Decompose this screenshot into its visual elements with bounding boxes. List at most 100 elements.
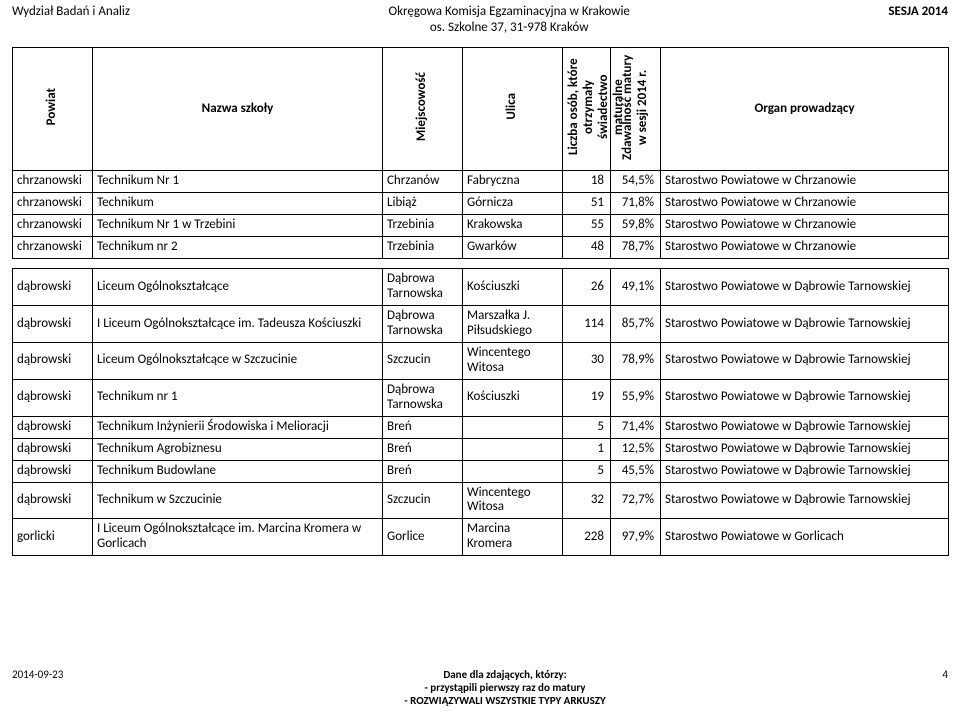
col-organ: Organ prowadzący: [661, 47, 949, 171]
table-row: chrzanowskiTechnikum Nr 1ChrzanówFabrycz…: [13, 171, 949, 193]
cell-ulica: Fabryczna: [463, 171, 563, 193]
cell-ulica: Górnicza: [463, 193, 563, 215]
cell-liczba: 1: [563, 438, 611, 460]
cell-miejsc: Szczucin: [383, 342, 463, 379]
table-row: [13, 259, 949, 269]
table-row: dąbrowskiTechnikum w SzczucinieSzczucinW…: [13, 482, 949, 519]
cell-nazwa: Technikum Budowlane: [93, 460, 383, 482]
cell-nazwa: Technikum Nr 1 w Trzebini: [93, 215, 383, 237]
cell-miejsc: Libiąż: [383, 193, 463, 215]
cell-miejsc: Breń: [383, 416, 463, 438]
cell-miejsc: Szczucin: [383, 482, 463, 519]
table-row: chrzanowskiTechnikumLibiążGórnicza5171,8…: [13, 193, 949, 215]
cell-nazwa: I Liceum Ogólnokształcące im. Tadeusza K…: [93, 306, 383, 343]
cell-ulica: Wincentego Witosa: [463, 342, 563, 379]
col-nazwa: Nazwa szkoły: [93, 47, 383, 171]
cell-nazwa: I Liceum Ogólnokształcące im. Marcina Kr…: [93, 519, 383, 556]
cell-organ: Starostwo Powiatowe w Chrzanowie: [661, 215, 949, 237]
cell-ulica: Marszałka J. Piłsudskiego: [463, 306, 563, 343]
cell-organ: Starostwo Powiatowe w Dąbrowie Tarnowski…: [661, 269, 949, 306]
cell-powiat: gorlicki: [13, 519, 93, 556]
table-row: chrzanowskiTechnikum nr 2TrzebiniaGwarkó…: [13, 237, 949, 259]
cell-nazwa: Liceum Ogólnokształcące: [93, 269, 383, 306]
cell-miejsc: Dąbrowa Tarnowska: [383, 306, 463, 343]
cell-nazwa: Technikum: [93, 193, 383, 215]
header-center: Okręgowa Komisja Egzaminacyjna w Krakowi…: [130, 4, 888, 37]
cell-liczba: 228: [563, 519, 611, 556]
spacer-cell: [13, 259, 949, 269]
header-left: Wydział Badań i Analiz: [12, 4, 130, 37]
cell-ulica: Kościuszki: [463, 379, 563, 416]
cell-organ: Starostwo Powiatowe w Dąbrowie Tarnowski…: [661, 416, 949, 438]
cell-ulica: Krakowska: [463, 215, 563, 237]
table-row: dąbrowskiLiceum Ogólnokształcące w Szczu…: [13, 342, 949, 379]
cell-organ: Starostwo Powiatowe w Dąbrowie Tarnowski…: [661, 379, 949, 416]
cell-liczba: 30: [563, 342, 611, 379]
cell-powiat: dąbrowski: [13, 342, 93, 379]
cell-ulica: Wincentego Witosa: [463, 482, 563, 519]
cell-powiat: chrzanowski: [13, 237, 93, 259]
header-center-line2: os. Szkolne 37, 31-978 Kraków: [130, 20, 888, 36]
cell-liczba: 5: [563, 460, 611, 482]
cell-zdaw: 55,9%: [611, 379, 661, 416]
footer-center: Dane dla zdających, którzy: - przystąpil…: [102, 668, 908, 707]
cell-liczba: 51: [563, 193, 611, 215]
page-footer: 2014-09-23 Dane dla zdających, którzy: -…: [12, 668, 948, 707]
cell-organ: Starostwo Powiatowe w Dąbrowie Tarnowski…: [661, 438, 949, 460]
cell-miejsc: Gorlice: [383, 519, 463, 556]
cell-organ: Starostwo Powiatowe w Chrzanowie: [661, 171, 949, 193]
cell-liczba: 26: [563, 269, 611, 306]
cell-zdaw: 78,9%: [611, 342, 661, 379]
cell-liczba: 114: [563, 306, 611, 343]
cell-nazwa: Technikum nr 2: [93, 237, 383, 259]
table-row: dąbrowskiLiceum OgólnokształcąceDąbrowa …: [13, 269, 949, 306]
table-row: dąbrowskiTechnikum nr 1Dąbrowa Tarnowska…: [13, 379, 949, 416]
footer-line1: Dane dla zdających, którzy:: [102, 668, 908, 681]
cell-miejsc: Trzebinia: [383, 237, 463, 259]
header-center-line1: Okręgowa Komisja Egzaminacyjna w Krakowi…: [130, 4, 888, 20]
cell-nazwa: Technikum Agrobiznesu: [93, 438, 383, 460]
cell-nazwa: Technikum Nr 1: [93, 171, 383, 193]
cell-powiat: dąbrowski: [13, 416, 93, 438]
table-body: chrzanowskiTechnikum Nr 1ChrzanówFabrycz…: [13, 171, 949, 556]
cell-organ: Starostwo Powiatowe w Gorlicach: [661, 519, 949, 556]
table-header-row: Powiat Nazwa szkoły Miejscowość Ulica Li…: [13, 47, 949, 171]
footer-date: 2014-09-23: [12, 668, 102, 707]
cell-zdaw: 78,7%: [611, 237, 661, 259]
cell-nazwa: Technikum Inżynierii Środowiska i Melior…: [93, 416, 383, 438]
cell-miejsc: Breń: [383, 438, 463, 460]
cell-miejsc: Dąbrowa Tarnowska: [383, 269, 463, 306]
cell-nazwa: Technikum nr 1: [93, 379, 383, 416]
cell-zdaw: 12,5%: [611, 438, 661, 460]
table-row: dąbrowskiTechnikum BudowlaneBreń545,5%St…: [13, 460, 949, 482]
cell-powiat: dąbrowski: [13, 269, 93, 306]
cell-ulica: Kościuszki: [463, 269, 563, 306]
cell-organ: Starostwo Powiatowe w Dąbrowie Tarnowski…: [661, 342, 949, 379]
cell-organ: Starostwo Powiatowe w Dąbrowie Tarnowski…: [661, 482, 949, 519]
cell-powiat: dąbrowski: [13, 482, 93, 519]
cell-miejsc: Trzebinia: [383, 215, 463, 237]
cell-miejsc: Dąbrowa Tarnowska: [383, 379, 463, 416]
cell-liczba: 48: [563, 237, 611, 259]
col-liczba: Liczba osób, które otrzymały świadectwo …: [563, 47, 611, 171]
footer-line3: - ROZWIĄZYWALI WSZYSTKIE TYPY ARKUSZY: [102, 694, 908, 707]
cell-miejsc: Breń: [383, 460, 463, 482]
cell-zdaw: 59,8%: [611, 215, 661, 237]
cell-powiat: chrzanowski: [13, 215, 93, 237]
cell-liczba: 18: [563, 171, 611, 193]
cell-ulica: [463, 460, 563, 482]
cell-ulica: Gwarków: [463, 237, 563, 259]
cell-liczba: 55: [563, 215, 611, 237]
footer-line2: - przystąpili pierwszy raz do matury: [102, 681, 908, 694]
col-ulica: Ulica: [463, 47, 563, 171]
cell-liczba: 32: [563, 482, 611, 519]
cell-organ: Starostwo Powiatowe w Chrzanowie: [661, 237, 949, 259]
table-row: dąbrowskiTechnikum AgrobiznesuBreń112,5%…: [13, 438, 949, 460]
cell-liczba: 5: [563, 416, 611, 438]
header-right: SESJA 2014: [888, 4, 948, 37]
table-row: dąbrowskiTechnikum Inżynierii Środowiska…: [13, 416, 949, 438]
cell-organ: Starostwo Powiatowe w Dąbrowie Tarnowski…: [661, 306, 949, 343]
cell-zdaw: 71,4%: [611, 416, 661, 438]
cell-zdaw: 97,9%: [611, 519, 661, 556]
results-table: Powiat Nazwa szkoły Miejscowość Ulica Li…: [12, 47, 949, 557]
